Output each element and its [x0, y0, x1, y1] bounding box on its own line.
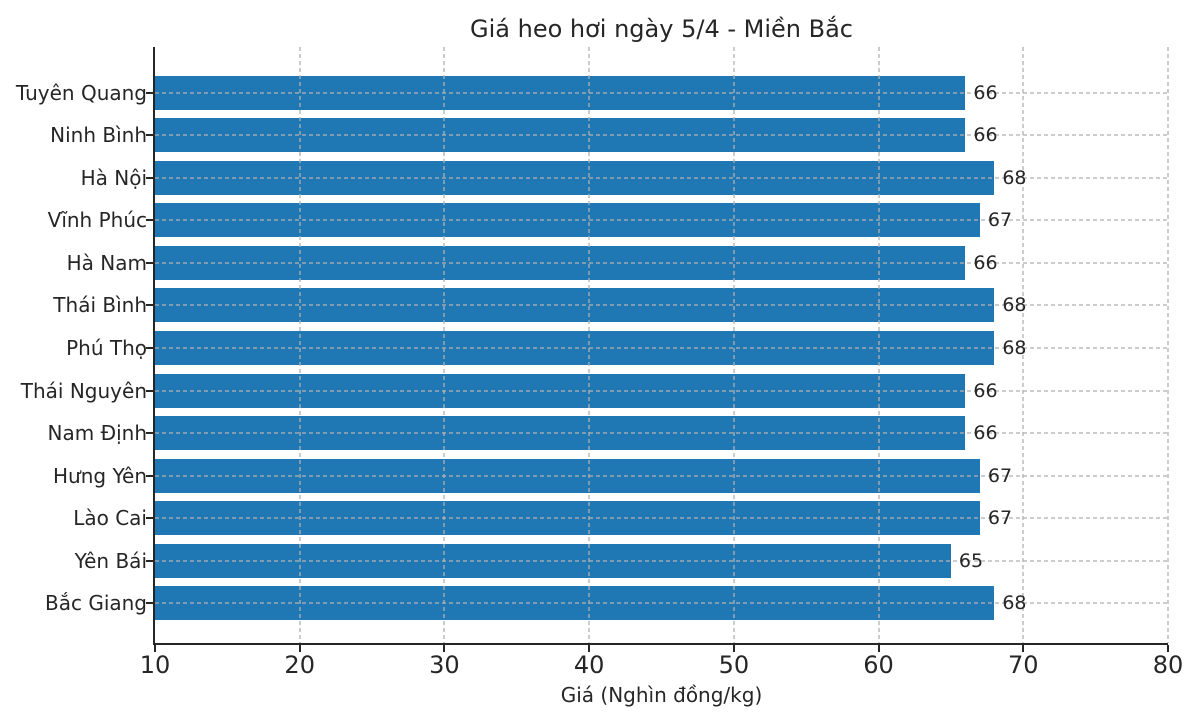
x-axis-tick-label: 60	[863, 651, 894, 679]
y-axis-tick-label: Hà Nam	[66, 250, 147, 275]
y-tick-mark	[146, 304, 153, 307]
y-axis-tick-label: Bắc Giang	[44, 591, 147, 616]
x-tick-mark	[1022, 645, 1025, 652]
h-gridline	[155, 346, 1168, 349]
y-axis-tick-label: Thái Bình	[53, 293, 147, 318]
y-axis-spine	[153, 47, 155, 645]
x-tick-mark	[588, 645, 591, 652]
v-gridline	[1022, 47, 1025, 643]
x-tick-mark	[732, 645, 735, 652]
y-tick-mark	[146, 176, 153, 179]
y-tick-mark	[146, 346, 153, 349]
v-gridline	[1167, 47, 1169, 643]
x-axis-tick-label: 30	[429, 651, 460, 679]
v-gridline	[588, 47, 591, 643]
x-axis-tick-label: 70	[1008, 651, 1039, 679]
h-gridline	[155, 602, 1168, 605]
x-tick-mark	[298, 645, 301, 652]
x-tick-mark	[877, 645, 880, 652]
y-tick-mark	[146, 91, 153, 94]
bar-value-label: 66	[973, 124, 998, 147]
v-gridline	[877, 47, 880, 643]
y-tick-mark	[146, 219, 153, 222]
bar-value-label: 68	[1002, 336, 1027, 359]
v-gridline	[298, 47, 301, 643]
bar-value-label: 68	[1002, 592, 1027, 615]
bar-value-label: 66	[973, 81, 998, 104]
bar-value-label: 65	[958, 549, 984, 572]
x-axis-tick-label: 20	[284, 651, 315, 679]
v-gridline	[443, 47, 446, 643]
y-tick-mark	[146, 134, 153, 137]
h-gridline	[155, 91, 1168, 94]
h-gridline	[155, 304, 1168, 307]
x-axis-label: Giá (Nghìn đồng/kg)	[560, 683, 763, 707]
v-gridline	[732, 47, 735, 643]
y-tick-mark	[146, 602, 153, 605]
y-tick-mark	[146, 389, 153, 392]
h-gridline	[155, 432, 1168, 435]
bar-value-label: 66	[973, 422, 998, 445]
x-tick-mark	[443, 645, 446, 652]
x-axis-tick-label: 10	[139, 651, 171, 679]
bar-value-label: 67	[987, 507, 1013, 530]
y-axis-tick-label: Phú Thọ	[66, 335, 147, 360]
x-axis-tick-label: 50	[718, 651, 750, 679]
bar-value-label: 66	[973, 379, 998, 402]
y-axis-tick-label: Hà Nội	[80, 165, 147, 190]
x-tick-mark	[154, 645, 156, 652]
h-gridline	[155, 474, 1168, 477]
h-gridline	[155, 261, 1168, 264]
y-axis-tick-label: Yên Bái	[74, 548, 147, 573]
y-axis-tick-label: Thái Nguyên	[20, 378, 147, 403]
y-tick-mark	[146, 517, 153, 520]
h-gridline	[155, 219, 1168, 222]
y-axis-tick-label: Vĩnh Phúc	[47, 208, 147, 233]
x-axis-tick-label: 80	[1152, 651, 1184, 679]
x-tick-mark	[1167, 645, 1169, 652]
chart-title: Giá heo hơi ngày 5/4 - Miền Bắc	[470, 15, 853, 43]
bar-value-label: 68	[1002, 294, 1027, 317]
bar-value-label: 67	[987, 209, 1013, 232]
y-tick-mark	[146, 559, 153, 562]
h-gridline	[155, 176, 1168, 179]
y-tick-mark	[146, 432, 153, 435]
h-gridline	[155, 389, 1168, 392]
bar-value-label: 68	[1002, 166, 1027, 189]
y-axis-tick-label: Nam Định	[47, 421, 147, 446]
y-axis-tick-label: Ninh Bình	[50, 123, 147, 148]
x-axis-spine	[153, 643, 1168, 645]
y-axis-tick-label: Lào Cai	[73, 506, 147, 531]
plot-area: 66 66 68 67 66 68 68 66 66 67 67 65 68	[146, 47, 1169, 652]
bar-value-label: 67	[987, 464, 1013, 487]
h-gridline	[155, 559, 1168, 562]
y-axis-tick-label: Tuyên Quang	[15, 80, 147, 105]
bar-value-label: 66	[973, 251, 998, 274]
y-tick-mark	[146, 261, 153, 264]
h-gridline	[155, 134, 1168, 137]
h-gridline	[155, 517, 1168, 520]
y-axis-tick-label: Hưng Yên	[53, 463, 147, 488]
y-tick-mark	[146, 474, 153, 477]
x-axis-tick-label: 40	[573, 651, 605, 679]
